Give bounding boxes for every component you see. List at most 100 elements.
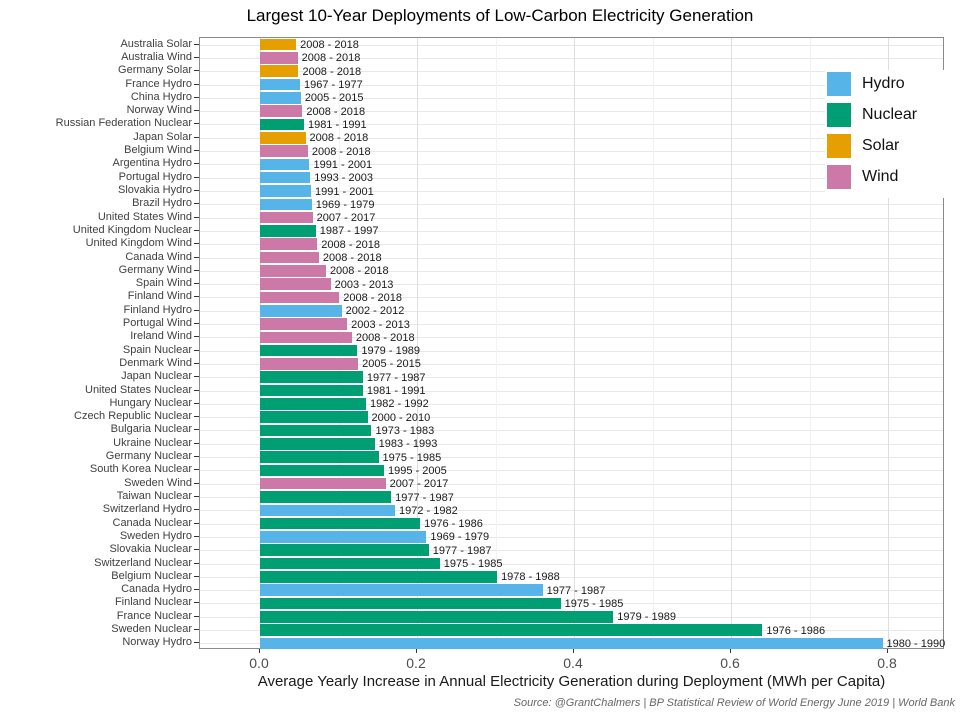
y-axis-label: Germany Solar	[118, 64, 192, 77]
bar-year-label: 2008 - 2018	[306, 105, 366, 118]
gridline-row	[200, 44, 943, 46]
y-axis-tick	[194, 336, 199, 338]
y-axis-label: Germany Wind	[118, 263, 192, 276]
y-axis-label: Canada Nuclear	[112, 516, 193, 529]
legend-swatch-nuclear	[827, 103, 851, 127]
gridline-row	[200, 563, 943, 565]
bar	[260, 597, 561, 610]
gridline-row	[200, 470, 943, 472]
bar-year-label: 1977 - 1987	[546, 584, 606, 597]
y-axis-label: Sweden Wind	[124, 476, 192, 489]
y-axis-label: Ukraine Nuclear	[113, 436, 192, 449]
y-axis-tick	[194, 522, 199, 524]
x-axis-tick	[730, 649, 731, 653]
gridline-row	[200, 497, 943, 498]
y-axis-tick	[194, 243, 199, 245]
bar	[260, 145, 308, 157]
bar	[260, 624, 763, 636]
bar	[260, 610, 614, 623]
y-axis-tick	[194, 482, 199, 484]
bar-year-label: 2008 - 2018	[343, 291, 402, 304]
gridline-row	[200, 430, 943, 432]
gridline-major	[731, 38, 732, 648]
gridline-row	[200, 523, 943, 525]
y-axis-tick	[194, 642, 199, 644]
legend-label: Solar	[862, 137, 900, 154]
bar	[260, 411, 368, 423]
bar-year-label: 1973 - 1983	[375, 424, 435, 437]
bar-year-label: 2000 - 2010	[371, 411, 431, 424]
bar-year-label: 2008 - 2018	[301, 52, 361, 65]
legend: Hydro Nuclear Solar Wind	[825, 70, 947, 198]
y-axis-label: Belgium Nuclear	[111, 569, 192, 582]
y-axis-label: China Hydro	[130, 90, 192, 103]
bar-year-label: 1995 - 2005	[388, 464, 447, 477]
gridline-row	[200, 536, 943, 538]
bar-year-label: 2005 - 2015	[304, 92, 364, 105]
bar-year-label: 1979 - 1989	[361, 345, 421, 358]
bar-year-label: 2008 - 2018	[302, 65, 362, 78]
bar	[260, 318, 348, 330]
y-axis-label: United Kingdom Wind	[85, 237, 192, 250]
y-axis-label: United States Wind	[97, 210, 192, 223]
y-axis-tick	[194, 362, 199, 364]
bar-year-label: 1976 - 1986	[424, 518, 483, 531]
x-axis-tick-label: 0.4	[563, 655, 583, 671]
y-axis-label: Canada Hydro	[121, 583, 192, 596]
gridline-row	[200, 137, 943, 139]
y-axis-label: South Korea Nuclear	[89, 463, 192, 476]
bar-year-label: 1980 - 1990	[886, 637, 946, 650]
bar-year-label: 1979 - 1989	[617, 611, 676, 624]
bar	[260, 384, 363, 397]
y-axis-label: Bulgaria Nuclear	[110, 423, 192, 436]
y-axis-label: Portugal Hydro	[118, 170, 192, 183]
bar	[260, 544, 429, 556]
y-axis-label: Australia Solar	[120, 37, 192, 50]
bar-year-label: 1977 - 1987	[366, 371, 426, 384]
bar-year-label: 1972 - 1982	[399, 504, 458, 517]
gridline-minor	[652, 38, 654, 648]
bar-year-label: 1976 - 1986	[766, 624, 826, 637]
bar-year-label: 1983 - 1993	[378, 438, 438, 451]
bar	[260, 504, 396, 517]
bar-year-label: 2007 - 2017	[389, 478, 449, 491]
y-axis-tick	[194, 256, 199, 258]
y-axis-tick	[194, 456, 199, 458]
legend-label: Hydro	[862, 75, 905, 92]
y-axis-label: Norway Wind	[126, 104, 192, 117]
y-axis-label: Finland Wind	[127, 290, 192, 303]
bar-year-label: 1978 - 1988	[501, 571, 560, 584]
y-axis-tick	[194, 43, 199, 45]
bar	[260, 38, 297, 51]
y-axis-tick	[194, 283, 199, 285]
bar-year-label: 1982 - 1992	[369, 398, 429, 411]
bar-year-label: 2005 - 2015	[362, 358, 421, 371]
y-axis-tick	[194, 323, 199, 325]
y-axis-label: United States Nuclear	[85, 383, 192, 396]
gridline-row	[200, 284, 943, 286]
y-axis-label: Slovakia Hydro	[118, 184, 192, 196]
y-axis-tick	[194, 602, 199, 604]
gridline-row	[200, 457, 943, 459]
gridline-major	[888, 38, 889, 648]
bar	[260, 211, 313, 224]
bar	[260, 131, 306, 144]
gridline-row	[200, 84, 943, 86]
bar	[260, 158, 310, 171]
y-axis-label: Ireland Wind	[130, 330, 192, 343]
bar-year-label: 1987 - 1997	[319, 225, 379, 238]
legend-label: Wind	[862, 168, 899, 185]
y-axis-tick	[194, 150, 199, 152]
y-axis-tick	[194, 136, 199, 138]
y-axis-label: Canada Wind	[125, 250, 192, 263]
bar	[260, 185, 312, 197]
bar	[260, 464, 385, 477]
y-axis-tick	[194, 309, 199, 311]
x-axis-tick-label: 0.8	[877, 655, 897, 671]
gridline-row	[200, 244, 943, 246]
y-axis-tick	[194, 589, 199, 591]
gridline-row	[200, 576, 943, 578]
y-axis-tick	[194, 509, 199, 511]
gridline-major	[417, 38, 418, 648]
